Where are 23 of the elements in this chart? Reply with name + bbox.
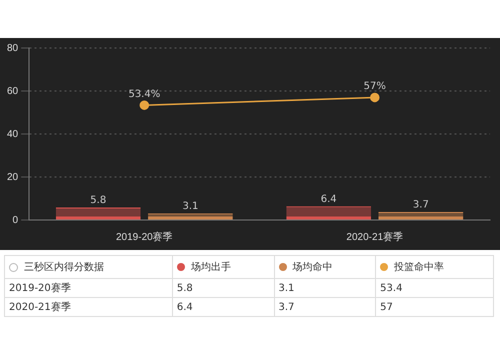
data-label: 53.4% [128, 88, 160, 100]
text: 53.4 [376, 278, 494, 298]
text: 57 [376, 298, 494, 316]
data-label: 6.4 [320, 194, 337, 205]
legend-title: 三秒区内得分数据 [4, 256, 172, 278]
text: 3.1 [274, 278, 376, 298]
legend-label: 场均命中 [274, 256, 376, 278]
y-tick-label: 0 [12, 214, 19, 226]
text: 5.8 [172, 278, 274, 298]
data-label: 5.8 [90, 195, 106, 206]
data-label: 3.7 [412, 200, 429, 211]
data-label: 3.1 [182, 200, 198, 212]
legend-label: 场均出手 [172, 256, 274, 278]
text: 3.7 [274, 298, 376, 316]
y-tick-label: 20 [7, 172, 19, 183]
y-tick-label: 80 [7, 42, 19, 54]
text: 6.4 [172, 298, 274, 316]
data-label: 57% [364, 81, 386, 92]
category-label: 2020-21赛季 [9, 302, 71, 313]
category-label: 2019-20赛季 [9, 283, 71, 294]
y-tick-label: 60 [7, 86, 19, 97]
y-tick-label: 40 [7, 128, 19, 140]
legend-label: 投篮命中率 [376, 256, 494, 278]
